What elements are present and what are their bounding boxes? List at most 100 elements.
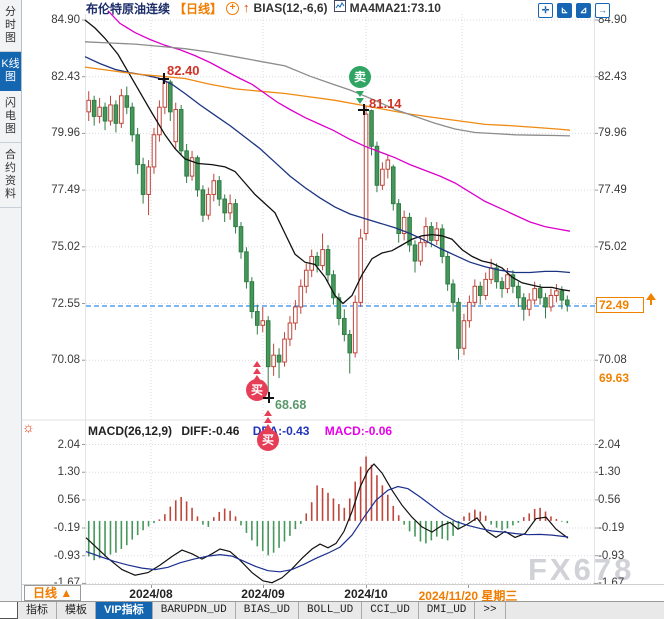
date-tick	[263, 585, 264, 588]
candle-body	[216, 180, 222, 200]
buy-triangle-icon	[264, 417, 272, 423]
corner-box	[0, 602, 18, 619]
date-label-2: 2024/10	[344, 587, 388, 601]
candle-body	[390, 166, 396, 205]
macd-axis-label: 0.56	[598, 493, 621, 506]
sun-icon[interactable]: ☼	[22, 419, 35, 435]
candle-body	[119, 95, 124, 124]
period-button[interactable]: 日线 ▲	[24, 585, 82, 601]
candle-body	[167, 81, 173, 113]
candle-body	[526, 299, 532, 310]
sidebar-item-2[interactable]: 闪电图	[0, 91, 21, 143]
candle-body	[303, 269, 309, 287]
macd-diff-dea-lines	[85, 463, 569, 584]
candle-body	[521, 297, 527, 310]
candle-body	[146, 166, 151, 195]
high-price-label: 82.40	[167, 63, 200, 78]
candle-body	[282, 338, 287, 363]
candle-body	[151, 134, 157, 168]
spike-high-label: 81.14	[369, 96, 402, 111]
macd-macd-value: MACD:-0.06	[324, 424, 393, 438]
candle-body	[407, 216, 412, 246]
tab-3[interactable]: BARUPDN_UD	[153, 602, 236, 619]
candle-body	[450, 283, 456, 303]
candle-body	[537, 288, 543, 299]
sidebar-item-0[interactable]: 分时图	[0, 0, 21, 52]
candle-body	[564, 299, 570, 306]
macd-axis-label: 1.30	[57, 466, 80, 479]
candle-body	[363, 113, 369, 234]
period-tag[interactable]: 【日线】	[174, 1, 223, 16]
price-arrow-icon	[646, 293, 656, 305]
buy-triangle-icon	[264, 410, 272, 416]
candle-body	[97, 106, 102, 117]
indicator-chart-icon[interactable]	[333, 0, 346, 17]
price-axis-label: 79.96	[598, 127, 627, 140]
chart-header: 布伦特原油连续 【日线】 + ↑ BIAS(12,-6,6) MA4MA21:7…	[86, 0, 441, 17]
plus-circle-icon[interactable]: +	[226, 1, 240, 15]
candle-body	[396, 203, 401, 234]
tab-8[interactable]: >>	[475, 602, 506, 619]
candle-body	[439, 228, 445, 257]
candle-body	[559, 290, 565, 301]
macd-axis-label: -0.19	[598, 522, 625, 534]
crosshair-marker-1	[158, 73, 169, 84]
candle-body	[113, 104, 119, 124]
macd-name[interactable]: MACD(26,12,9)	[88, 424, 173, 438]
tab-2[interactable]: VIP指标	[96, 602, 153, 619]
tab-0[interactable]: 指标	[18, 602, 57, 619]
price-axis-label: 72.55	[51, 297, 80, 310]
candle-body	[412, 244, 418, 262]
tab-5[interactable]: BOLL_UD	[299, 602, 363, 619]
up-arrow-icon: ↑	[243, 0, 250, 15]
date-tick	[151, 585, 152, 588]
date-label-3: 2024/11/20 星期三	[418, 589, 518, 603]
sell-triangle-icon	[356, 98, 364, 104]
candle-body	[173, 109, 179, 143]
candle-body	[342, 317, 347, 335]
tab-7[interactable]: DMI_UD	[419, 602, 476, 619]
sidebar-item-1[interactable]: K线图	[0, 52, 21, 91]
bias-indicator-label[interactable]: BIAS(12,-6,6)	[253, 1, 328, 15]
candle-body	[418, 242, 423, 262]
candlesticks	[86, 77, 570, 393]
macd-histogram	[87, 456, 569, 561]
tab-6[interactable]: CCI_UD	[362, 602, 419, 619]
candle-body	[293, 306, 298, 324]
candle-body	[255, 311, 260, 326]
price-axis-label: 75.02	[51, 240, 80, 253]
buy-triangle-icon	[253, 368, 261, 374]
candle-body	[135, 134, 140, 166]
date-tick	[468, 585, 469, 588]
exit-icon[interactable]: →	[595, 3, 610, 18]
candle-body	[385, 159, 391, 170]
sidebar-item-3[interactable]: 合约资料	[0, 143, 21, 208]
date-label-0: 2024/08	[129, 587, 173, 601]
candle-body	[206, 193, 211, 216]
tab-4[interactable]: BIAS_UD	[236, 602, 299, 619]
candle-body	[184, 150, 189, 177]
crosshair-icon[interactable]: ✛	[538, 3, 553, 18]
tab-1[interactable]: 模板	[57, 602, 96, 619]
candle-body	[140, 164, 146, 195]
candle-body	[189, 157, 195, 177]
scale-right-icon[interactable]: ⊿	[576, 3, 591, 18]
candle-body	[483, 278, 489, 296]
candle-body	[336, 297, 342, 319]
ma-long-magenta	[107, 10, 571, 232]
sell-signal-marker: 卖	[349, 66, 371, 88]
price-axis-label: 77.49	[598, 184, 627, 197]
left-sidebar: 分时图 K线图 闪电图 合约资料	[0, 0, 22, 601]
candle-body	[157, 106, 162, 136]
instrument-title: 布伦特原油连续	[86, 1, 171, 16]
macd-diff-line	[85, 463, 569, 584]
buy-triangle-icon	[253, 375, 261, 381]
scale-left-icon[interactable]: ⊾	[557, 3, 572, 18]
candle-body	[461, 320, 467, 349]
candle-body	[554, 290, 559, 296]
ma-indicator-label[interactable]: MA4MA21:73.10	[349, 1, 441, 15]
chart-toolbar: ✛ ⊾ ⊿ →	[538, 3, 610, 18]
macd-axis-label: 0.56	[57, 493, 80, 506]
candle-body	[488, 267, 494, 280]
